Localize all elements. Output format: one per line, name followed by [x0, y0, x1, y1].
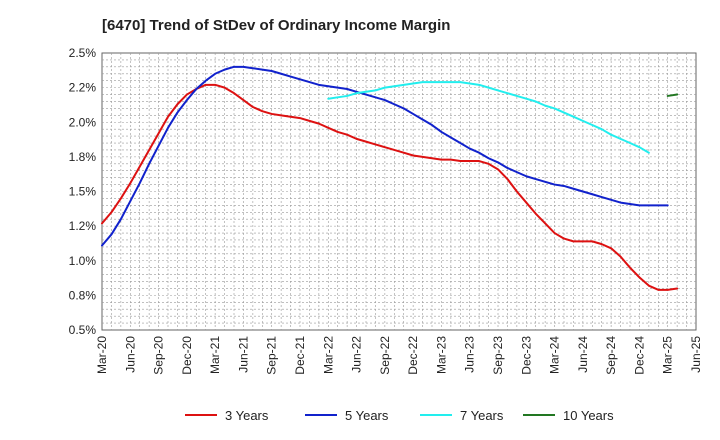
legend-label: 10 Years [563, 408, 614, 423]
legend-label: 5 Years [345, 408, 389, 423]
y-tick-label: 2.5% [69, 46, 97, 60]
x-tick-label: Mar-24 [548, 336, 562, 374]
x-tick-label: Sep-24 [604, 336, 618, 375]
series-line-3 [327, 81, 650, 154]
series-line-2 [101, 65, 669, 247]
x-tick-label: Jun-24 [576, 336, 590, 373]
x-tick-label: Jun-20 [123, 336, 137, 373]
x-tick-label: Sep-22 [378, 336, 392, 375]
series-lines [101, 65, 679, 291]
x-tick-label: Jun-23 [463, 336, 477, 373]
y-tick-label: 2.2% [69, 81, 97, 95]
y-tick-label: 1.5% [69, 185, 97, 199]
x-tick-label: Mar-22 [321, 336, 335, 374]
x-tick-label: Mar-20 [95, 336, 109, 374]
x-tick-label: Sep-20 [152, 336, 166, 375]
x-tick-label: Dec-24 [632, 336, 646, 375]
legend-label: 3 Years [225, 408, 269, 423]
legend: 3 Years 5 Years 7 Years 10 Years [185, 408, 614, 423]
x-tick-label: Dec-23 [519, 336, 533, 375]
chart-title: [6470] Trend of StDev of Ordinary Income… [102, 17, 450, 34]
y-tick-label: 0.8% [69, 288, 97, 302]
x-tick-label: Jun-22 [350, 336, 364, 373]
legend-label: 7 Years [460, 408, 504, 423]
x-tick-label: Sep-23 [491, 336, 505, 375]
x-tick-label: Mar-25 [661, 336, 675, 374]
y-tick-label: 1.2% [69, 219, 97, 233]
y-tick-label: 0.5% [69, 323, 97, 337]
y-tick-label: 1.0% [69, 254, 97, 268]
gridlines [102, 53, 696, 330]
x-tick-label: Dec-22 [406, 336, 420, 375]
y-tick-label: 2.0% [69, 115, 97, 129]
series-line-4 [666, 93, 679, 97]
x-tick-label: Dec-21 [293, 336, 307, 375]
x-tick-label: Sep-21 [265, 336, 279, 375]
x-axis-ticks: Mar-20 Jun-20 Sep-20 Dec-20 Mar-21 Jun-21 Sep-… [95, 336, 703, 375]
x-tick-label: Jun-21 [236, 336, 250, 373]
x-tick-label: Dec-20 [180, 336, 194, 375]
y-tick-label: 1.8% [69, 150, 97, 164]
y-axis-ticks: 0.5% 0.8% 1.0% 1.2% 1.5% 1.8% 2.0% 2.2% 2.5% [69, 46, 97, 337]
x-tick-label: Jun-25 [689, 336, 703, 373]
x-tick-label: Mar-21 [208, 336, 222, 374]
x-tick-label: Mar-23 [434, 336, 448, 374]
